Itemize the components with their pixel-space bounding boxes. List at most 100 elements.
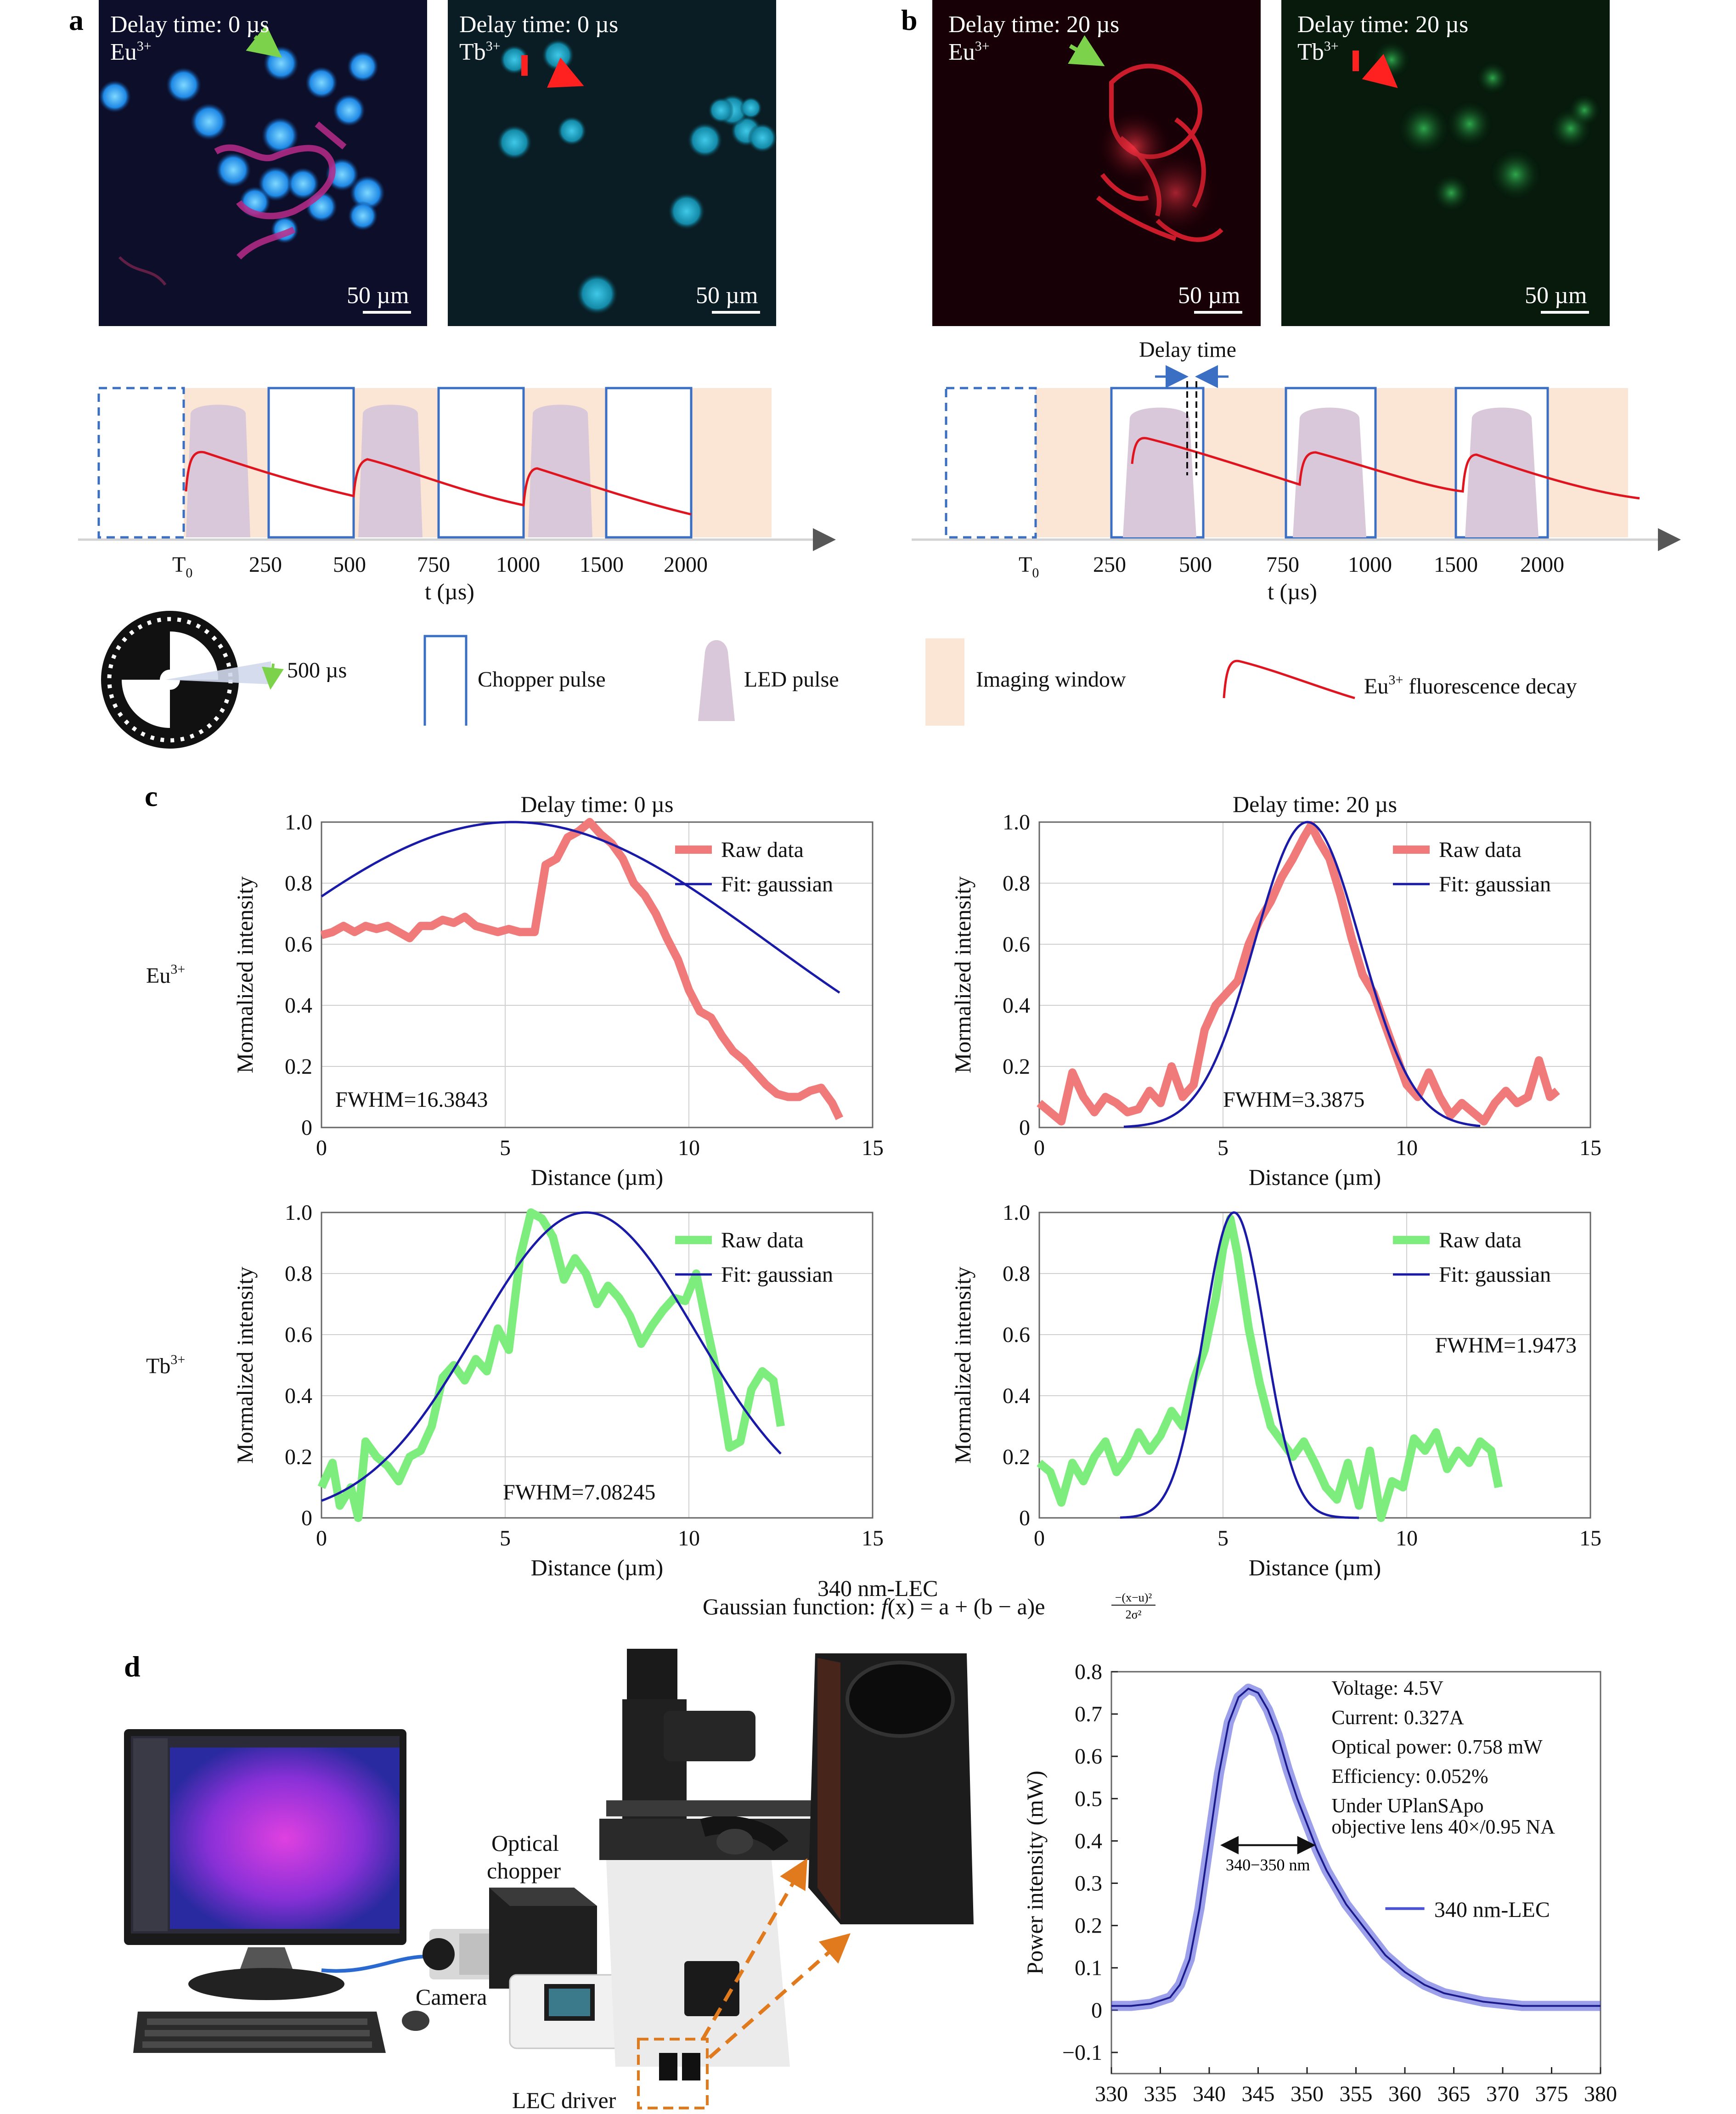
y-tick-label: 0.1 bbox=[1075, 1956, 1102, 1980]
y-tick-label: 0.4 bbox=[285, 1384, 312, 1408]
timing-b-tick-1: 250 bbox=[1093, 552, 1126, 577]
x-tick-label: 350 bbox=[1291, 2082, 1324, 2106]
timing-a-tick-1: 250 bbox=[249, 552, 282, 577]
y-tick-label: 0.4 bbox=[1003, 993, 1030, 1018]
y-tick-label: 0.2 bbox=[1075, 1914, 1102, 1938]
legend-fit-label: Fit: gaussian bbox=[721, 1263, 833, 1287]
gaussian-caption: Gaussian function: f(x) = a + (b − a)e bbox=[703, 1594, 1045, 1619]
chart-lec-spectrum: 330 335 340 345 350 355 360 365 370 375 380 −0.1 0 0.… bbox=[1022, 1660, 1617, 2114]
y-tick-label: −0.1 bbox=[1062, 2041, 1102, 2065]
plot-frame bbox=[1038, 1212, 1591, 1519]
chart-eu-delay-20: 0 5 10 15 0 0.2 0.4 0.6 0.8 1.0 Raw data Fit: gauss… bbox=[950, 791, 1601, 1190]
y-tick-label: 0.6 bbox=[285, 1323, 312, 1347]
y-axis-label: Mormalized intensity bbox=[950, 876, 975, 1073]
y-tick-label: 0.3 bbox=[1075, 1872, 1102, 1896]
x-axis-label: Distance (µm) bbox=[531, 1555, 663, 1580]
legend-fit-label: Fit: gaussian bbox=[721, 872, 833, 896]
x-tick-label: 345 bbox=[1242, 2082, 1275, 2106]
timing-diagram-a bbox=[78, 387, 836, 551]
y-axis-label: Mormalized intensity bbox=[950, 1267, 975, 1464]
plot-frame bbox=[321, 821, 874, 1128]
spectrum-annotation: Optical power: 0.758 mW bbox=[1331, 1736, 1543, 1758]
timing-b-tick-3: 750 bbox=[1266, 552, 1299, 577]
y-tick-label: 0.4 bbox=[1075, 1829, 1102, 1853]
micrograph-b-tb-delay: Delay time: 20 µs bbox=[1297, 11, 1468, 38]
timing-b-tick-6: 2000 bbox=[1520, 552, 1564, 577]
gaussian-exp-den: 2σ² bbox=[1126, 1608, 1142, 1621]
bandwidth-label: 340−350 nm bbox=[1226, 1856, 1310, 1874]
timing-b-xlabel: t (µs) bbox=[1268, 579, 1317, 604]
timing-b-tick-2: 500 bbox=[1179, 552, 1212, 577]
y-tick-label: 0.4 bbox=[285, 993, 312, 1018]
y-tick-label: 0.6 bbox=[1003, 932, 1030, 957]
legend-chopper-swatch bbox=[423, 635, 468, 726]
gaussian-fit-line bbox=[321, 1211, 782, 1502]
raw-data-line bbox=[320, 818, 844, 1120]
microscope-setup-photo bbox=[124, 1649, 974, 2109]
x-tick-label: 5 bbox=[500, 1526, 511, 1550]
y-tick-label: 1.0 bbox=[1003, 1201, 1030, 1225]
gaussian-fit-line bbox=[321, 821, 840, 994]
chart-eu-delay-0: 0 5 10 15 0 0.2 0.4 0.6 0.8 1.0 Raw data Fit: gauss… bbox=[232, 791, 884, 1190]
photo-label-chopper-2: chopper bbox=[487, 1858, 561, 1883]
micrograph-b-eu bbox=[932, 0, 1261, 326]
chart-tb-delay-20: 0 5 10 15 0 0.2 0.4 0.6 0.8 1.0 Raw data Fit: gauss… bbox=[950, 1201, 1601, 1580]
y-tick-label: 0.6 bbox=[1003, 1323, 1030, 1347]
x-tick-label: 5 bbox=[1217, 1526, 1229, 1550]
micrograph-a-eu-delay: Delay time: 0 µs bbox=[110, 11, 269, 38]
legend-raw-label: Raw data bbox=[721, 1228, 804, 1252]
x-tick-label: 0 bbox=[316, 1526, 327, 1550]
legend-imaging-label: Imaging window bbox=[976, 667, 1126, 692]
timing-b-delay-label: Delay time bbox=[1139, 338, 1236, 362]
chart-title: Delay time: 0 µs bbox=[521, 791, 674, 817]
y-tick-label: 0 bbox=[1019, 1506, 1030, 1530]
micrograph-a-eu bbox=[99, 0, 427, 326]
timing-a-tick-3: 750 bbox=[417, 552, 450, 577]
y-axis-label: Mormalized intensity bbox=[232, 876, 258, 1073]
x-tick-label: 355 bbox=[1340, 2082, 1373, 2106]
x-tick-label: 10 bbox=[678, 1136, 700, 1160]
micrograph-b-tb-scale: 50 µm bbox=[1525, 282, 1587, 309]
x-tick-label: 330 bbox=[1095, 2082, 1128, 2106]
x-tick-label: 5 bbox=[1217, 1136, 1229, 1160]
y-tick-label: 1.0 bbox=[285, 1201, 312, 1225]
fwhm-annotation: FWHM=1.9473 bbox=[1435, 1333, 1577, 1358]
chopper-wheel-icon bbox=[101, 611, 284, 749]
x-tick-label: 0 bbox=[316, 1136, 327, 1160]
y-tick-label: 0.8 bbox=[285, 871, 312, 896]
y-tick-label: 0.8 bbox=[285, 1262, 312, 1286]
plot-frame bbox=[1038, 821, 1591, 1128]
x-tick-label: 10 bbox=[1396, 1136, 1418, 1160]
chart-tb-delay-0: 0 5 10 15 0 0.2 0.4 0.6 0.8 1.0 Raw data Fit: gauss… bbox=[232, 1201, 884, 1580]
y-tick-label: 1.0 bbox=[285, 810, 312, 834]
x-tick-label: 335 bbox=[1144, 2082, 1177, 2106]
timing-diagram-b bbox=[912, 365, 1681, 551]
photo-label-lec: 340 nm-LEC bbox=[817, 1575, 938, 1601]
x-tick-label: 380 bbox=[1584, 2082, 1617, 2106]
legend-decay-label: Eu3+ fluorescence decay bbox=[1364, 672, 1577, 699]
raw-data-line bbox=[1037, 821, 1560, 1126]
timing-a-tick-5: 1500 bbox=[580, 552, 624, 577]
panel-label-d: d bbox=[124, 1650, 141, 1683]
y-tick-label: 0 bbox=[301, 1116, 312, 1140]
panel-label-b: b bbox=[901, 4, 918, 36]
timing-a-tick-4: 1000 bbox=[496, 552, 540, 577]
fwhm-annotation: FWHM=3.3875 bbox=[1223, 1088, 1364, 1112]
legend-decay-swatch bbox=[1223, 660, 1355, 699]
x-axis-label: Wavelength (nm) bbox=[1276, 2110, 1436, 2114]
y-tick-label: 1.0 bbox=[1003, 810, 1030, 834]
y-tick-label: 0.5 bbox=[1075, 1787, 1102, 1811]
spectrum-frame bbox=[1110, 1671, 1601, 2075]
legend-raw-label: Raw data bbox=[1439, 1228, 1522, 1252]
x-tick-label: 0 bbox=[1034, 1136, 1045, 1160]
timing-b-tick-5: 1500 bbox=[1434, 552, 1478, 577]
timing-a-tick-6: 2000 bbox=[664, 552, 708, 577]
y-tick-label: 0.7 bbox=[1075, 1702, 1102, 1726]
y-tick-label: 0.8 bbox=[1075, 1660, 1102, 1684]
x-axis-label: Distance (µm) bbox=[1249, 1555, 1381, 1580]
y-tick-label: 0 bbox=[1091, 1998, 1102, 2023]
fwhm-annotation: FWHM=7.08245 bbox=[503, 1480, 655, 1505]
plot-frame bbox=[321, 1212, 874, 1519]
micrograph-b-eu-scale: 50 µm bbox=[1178, 282, 1240, 309]
